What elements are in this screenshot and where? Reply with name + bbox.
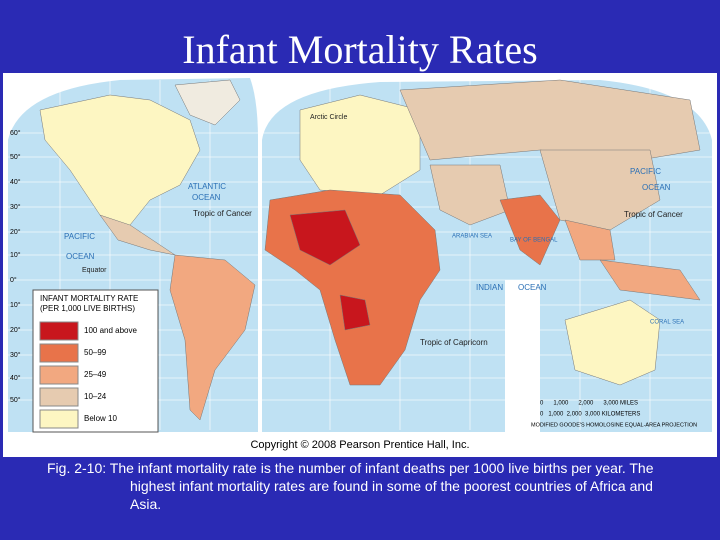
- map-label: BAY OF BENGAL: [510, 238, 558, 244]
- map-label: ARABIAN SEA: [452, 234, 492, 240]
- interruption: [258, 260, 540, 432]
- latitude-label: 10°: [10, 301, 21, 309]
- legend-label: 25–49: [84, 370, 107, 379]
- legend-swatch: [39, 321, 79, 341]
- land: [39, 79, 701, 421]
- latitude-label: 10°: [10, 251, 21, 259]
- map-label: Equator: [82, 267, 107, 274]
- map-label: OCEAN: [518, 283, 547, 292]
- latitude-label: 50°: [10, 396, 21, 404]
- map-label: Arctic Circle: [310, 114, 347, 121]
- legend-swatch: [39, 365, 79, 385]
- map-label: Tropic of Cancer: [193, 209, 252, 218]
- legend-title: INFANT MORTALITY RATE: [40, 294, 138, 303]
- copyright: Copyright © 2008 Pearson Prentice Hall, …: [250, 439, 469, 451]
- map-label: OCEAN: [642, 183, 671, 192]
- projection-note: MODIFIED GOODE'S HOMOLOSINE EQUAL-AREA P…: [531, 422, 697, 428]
- latitude-label: 40°: [10, 178, 21, 186]
- map-label: OCEAN: [66, 252, 95, 261]
- map-label: OCEAN: [192, 193, 221, 202]
- latitude-label: 20°: [10, 228, 21, 236]
- latitude-label: 20°: [10, 326, 21, 334]
- latitude-label: 60°: [10, 129, 21, 137]
- map-label: ATLANTIC: [188, 182, 226, 191]
- legend-swatch: [39, 343, 79, 363]
- caption: Fig. 2-10: The infant mortality rate is …: [47, 460, 654, 512]
- map-label: Tropic of Capricorn: [420, 338, 488, 347]
- map-label: PACIFIC: [64, 232, 95, 241]
- latitude-label: 50°: [10, 153, 21, 161]
- scale-miles: 0 1,000 2,000 3,000 MILES: [540, 401, 638, 407]
- legend-label: 10–24: [84, 392, 107, 401]
- scale-km: 0 1,000 2,000 3,000 KILOMETERS: [540, 412, 640, 418]
- legend-swatch: [39, 387, 79, 407]
- map-label: Tropic of Cancer: [624, 210, 683, 219]
- latitude-label: 40°: [10, 374, 21, 382]
- map-label: INDIAN: [476, 283, 503, 292]
- slide-title: Infant Mortality Rates: [182, 27, 538, 72]
- legend-subtitle: (PER 1,000 LIVE BIRTHS): [40, 304, 135, 313]
- legend-label: 50–99: [84, 348, 107, 357]
- latitude-label: 30°: [10, 351, 21, 359]
- map-label: PACIFIC: [630, 167, 661, 176]
- legend-label: Below 10: [84, 414, 117, 423]
- latitude-label: 0°: [10, 276, 17, 284]
- legend-swatch: [39, 409, 79, 429]
- legend-label: 100 and above: [84, 326, 137, 335]
- latitude-label: 30°: [10, 203, 21, 211]
- map-label: CORAL SEA: [650, 320, 684, 326]
